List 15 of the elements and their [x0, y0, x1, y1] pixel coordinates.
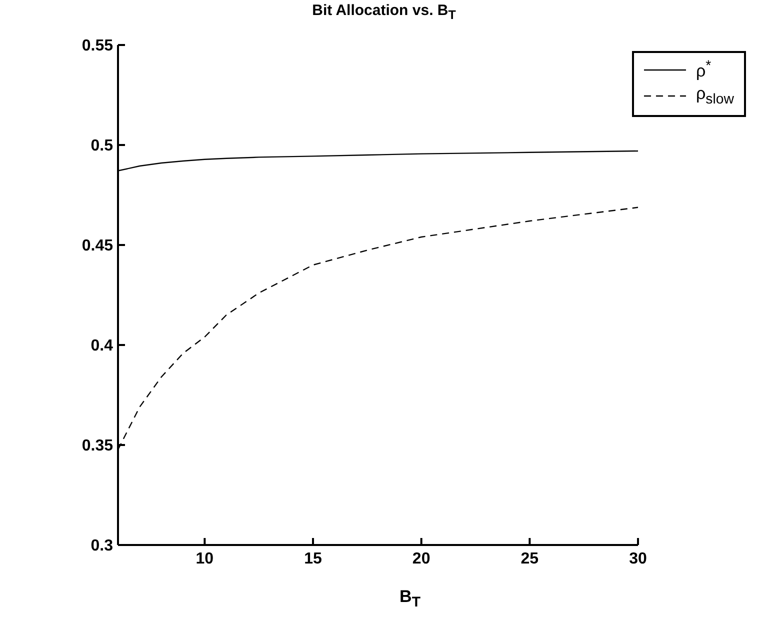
- y-tick-label: 0.55: [82, 38, 114, 55]
- x-tick-label: 30: [629, 550, 647, 568]
- x-tick-label: 20: [412, 550, 430, 568]
- legend-label: ρ$^{*}$: [696, 58, 712, 82]
- x-axis-title: B$_{T}$: [400, 587, 420, 610]
- x-tick-label: 25: [520, 550, 539, 568]
- x-tick-label: 10: [196, 550, 214, 568]
- y-tick-label: 0.3: [90, 538, 114, 555]
- y-tick-label: 0.35: [82, 438, 114, 455]
- y-tick-label: 0.45: [82, 238, 114, 255]
- y-tick-label: 0.4: [90, 338, 114, 355]
- y-tick-label: 0.5: [90, 138, 114, 155]
- chart-title: Bit Allocation vs. B$_{T}$: [312, 2, 456, 22]
- legend-label: ρ$_{slow}$: [696, 84, 734, 108]
- x-tick-label: 15: [304, 550, 322, 568]
